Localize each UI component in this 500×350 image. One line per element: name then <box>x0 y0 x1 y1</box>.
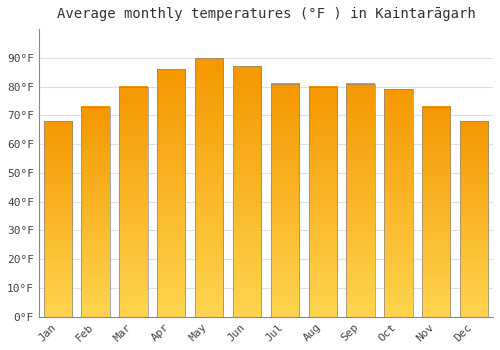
Bar <box>233 66 261 317</box>
Bar <box>82 107 110 317</box>
Title: Average monthly temperatures (°F ) in Kaintarāgarh: Average monthly temperatures (°F ) in Ka… <box>56 7 476 21</box>
Bar <box>119 86 148 317</box>
Bar <box>460 121 488 317</box>
Bar <box>346 84 375 317</box>
Bar <box>270 84 299 317</box>
Bar <box>44 121 72 317</box>
Bar <box>422 107 450 317</box>
Bar <box>157 69 186 317</box>
Bar <box>384 90 412 317</box>
Bar <box>195 58 224 317</box>
Bar <box>308 86 337 317</box>
